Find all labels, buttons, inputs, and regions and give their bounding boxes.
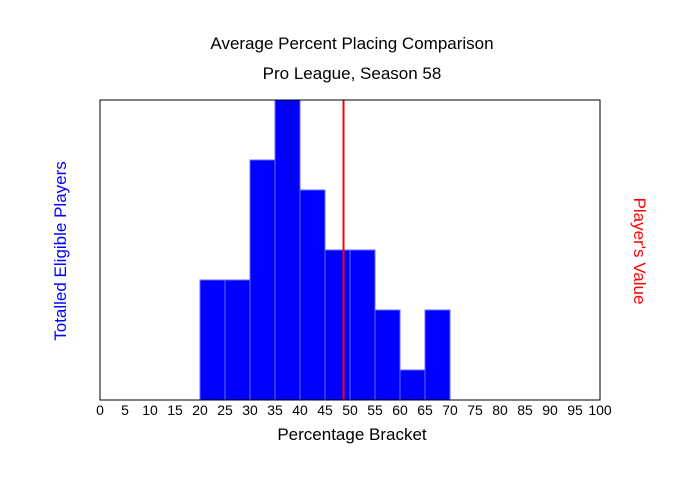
x-tick-label: 60	[392, 402, 408, 418]
histogram-bar	[374, 309, 401, 401]
histogram-bar	[349, 249, 376, 401]
y-axis-label: Totalled Eligible Players	[51, 161, 70, 341]
histogram-bar	[199, 279, 226, 401]
x-tick-label: 25	[217, 402, 233, 418]
x-tick-label: 35	[267, 402, 283, 418]
histogram-bar	[324, 249, 351, 401]
chart-subtitle: Pro League, Season 58	[263, 64, 442, 83]
x-tick-label: 80	[492, 402, 508, 418]
x-tick-label: 85	[517, 402, 533, 418]
x-tick-label: 5	[121, 402, 129, 418]
histogram-bar	[274, 99, 301, 401]
x-tick-label: 75	[467, 402, 483, 418]
histogram-bar	[424, 309, 451, 401]
chart-title: Average Percent Placing Comparison	[210, 34, 493, 53]
x-tick-label: 100	[588, 402, 612, 418]
x-tick-label: 40	[292, 402, 308, 418]
x-tick-label: 45	[317, 402, 333, 418]
histogram-bar	[224, 279, 251, 401]
histogram-bar	[249, 159, 276, 401]
x-tick-label: 95	[567, 402, 583, 418]
x-tick-label: 65	[417, 402, 433, 418]
x-axis-label: Percentage Bracket	[277, 425, 427, 444]
x-tick-label: 30	[242, 402, 258, 418]
y2-axis-label: Player's Value	[630, 198, 649, 305]
x-tick-label: 55	[367, 402, 383, 418]
x-tick-label: 0	[96, 402, 104, 418]
x-tick-label: 70	[442, 402, 458, 418]
x-tick-label: 10	[142, 402, 158, 418]
x-tick-label: 50	[342, 402, 358, 418]
histogram-bar	[299, 189, 326, 401]
histogram-bar	[399, 369, 426, 401]
x-tick-label: 15	[167, 402, 183, 418]
x-tick-label: 20	[192, 402, 208, 418]
plot-frame	[99, 99, 601, 401]
x-tick-label: 90	[542, 402, 558, 418]
